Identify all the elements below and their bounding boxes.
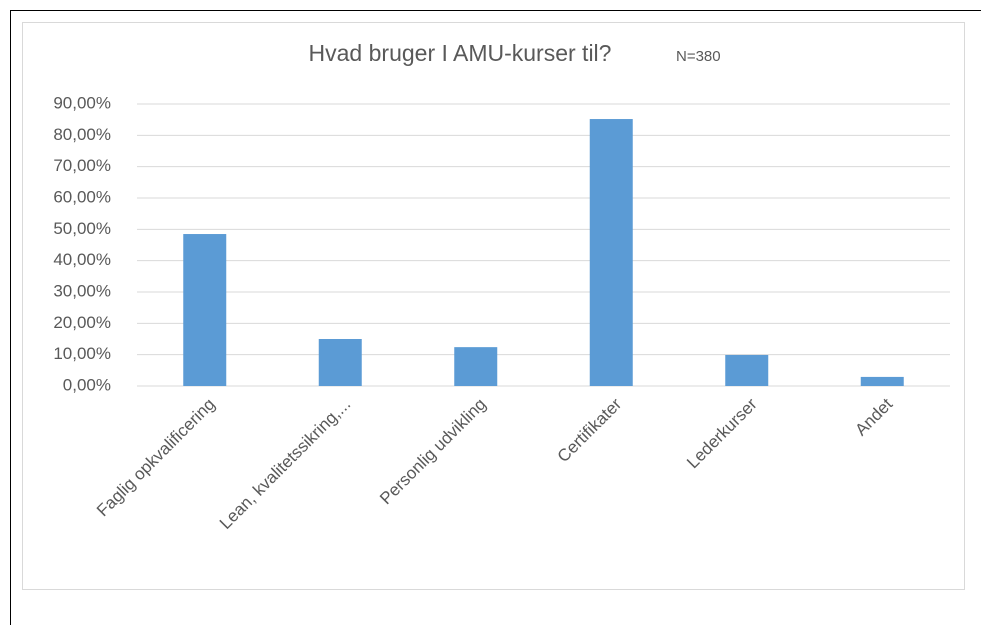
chart-title: Hvad bruger I AMU-kurser til? [309,40,612,66]
y-tick-label: 60,00% [53,187,111,206]
y-tick-label: 50,00% [53,219,111,238]
y-tick-label: 30,00% [53,281,111,300]
chart-border [22,22,965,590]
y-tick-label: 20,00% [53,313,111,332]
bar [725,354,769,386]
bar [183,234,227,386]
bar [589,119,633,386]
y-tick-label: 40,00% [53,250,111,269]
y-tick-label: 80,00% [53,125,111,144]
chart-subtitle: N=380 [676,48,721,65]
y-tick-label: 10,00% [53,344,111,363]
bar [860,376,904,386]
bar [318,339,362,386]
y-tick-label: 70,00% [53,156,111,175]
y-tick-label: 0,00% [63,375,111,394]
bar [454,347,498,386]
y-tick-label: 90,00% [53,93,111,112]
